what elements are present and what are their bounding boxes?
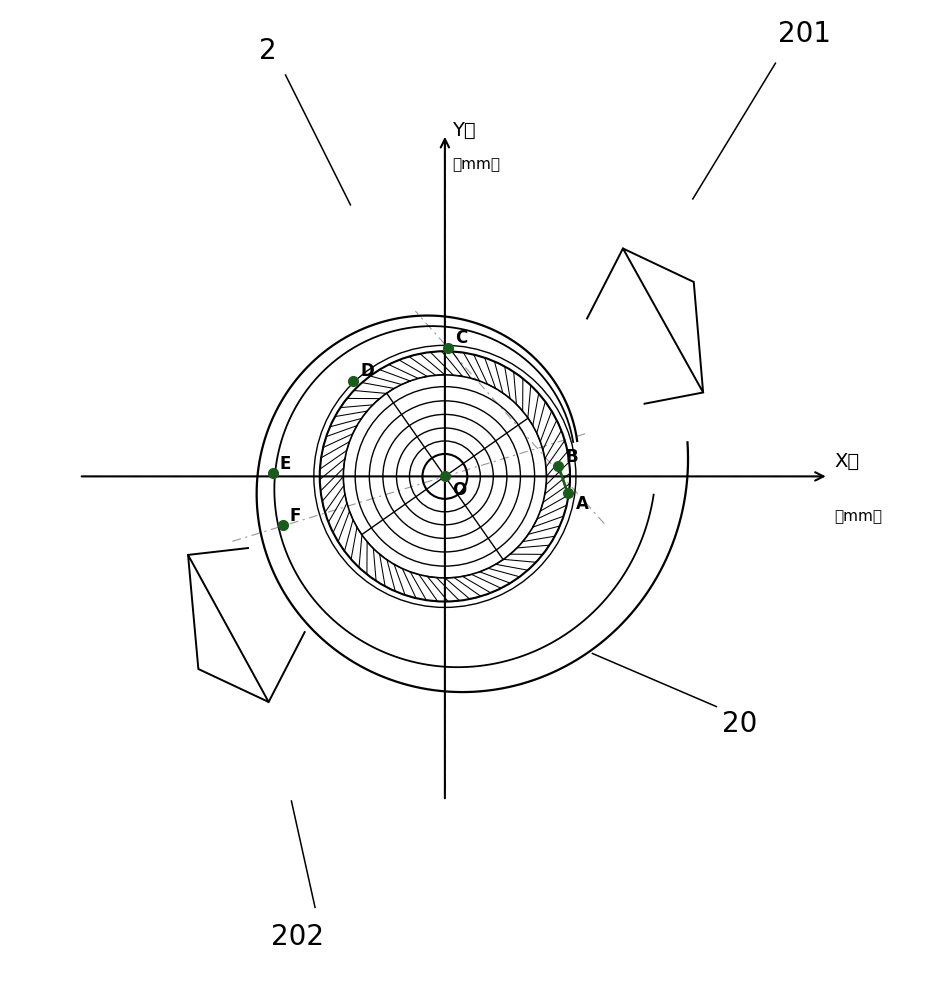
Text: F: F <box>289 507 300 525</box>
Text: （mm）: （mm） <box>834 509 882 524</box>
Text: B: B <box>565 448 578 466</box>
Text: A: A <box>576 495 588 513</box>
Text: O: O <box>451 481 466 499</box>
Text: 2: 2 <box>258 37 276 65</box>
Text: X轴: X轴 <box>834 451 858 470</box>
Text: Y轴: Y轴 <box>451 121 475 140</box>
Text: 201: 201 <box>778 20 830 48</box>
Text: C: C <box>455 329 467 347</box>
Text: 202: 202 <box>271 923 324 951</box>
Text: （mm）: （mm） <box>451 157 500 172</box>
Text: 20: 20 <box>722 710 757 738</box>
Text: D: D <box>360 362 373 380</box>
Text: E: E <box>279 455 291 473</box>
